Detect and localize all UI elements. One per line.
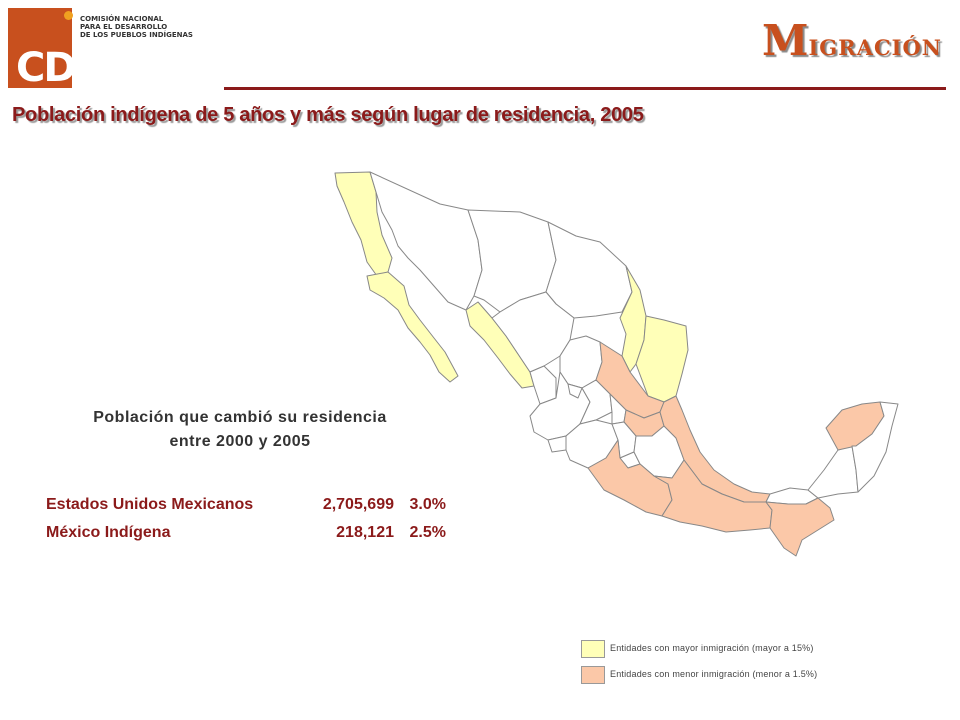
stats-row: México Indígena 218,121 2.5% xyxy=(46,524,446,552)
stats-value: 218,121 xyxy=(336,524,394,541)
section-title-rest: IGRACIÓN xyxy=(808,35,942,60)
legend-label: Entidades con menor inmigración (menor a… xyxy=(610,669,818,679)
map-state-baja-california-sur xyxy=(366,271,459,383)
cdi-logo: CDI xyxy=(8,8,89,88)
map-state-chiapas xyxy=(765,497,835,557)
section-title-initial: M xyxy=(761,16,809,65)
header-divider xyxy=(224,87,946,90)
stats-table: Estados Unidos Mexicanos 2,705,699 3.0% … xyxy=(46,496,446,552)
subtitle-line: entre 2000 y 2005 xyxy=(169,433,311,450)
stats-name: México Indígena xyxy=(46,524,171,541)
legend-swatch-low xyxy=(581,666,605,684)
map-state-nayarit xyxy=(529,365,557,405)
stats-percent: 2.5% xyxy=(409,524,446,541)
subtitle-line: Población que cambió su residencia xyxy=(93,409,387,426)
stats-name: Estados Unidos Mexicanos xyxy=(46,496,254,513)
logo-dot-icon xyxy=(64,11,73,20)
stats-value: 2,705,699 xyxy=(322,496,394,513)
cdi-logo-text: CDI xyxy=(16,45,89,91)
map-state-coahuila xyxy=(545,221,633,319)
map-state-aguascalientes xyxy=(567,383,583,399)
map-subtitle: Población que cambió su residencia entre… xyxy=(40,406,440,454)
legend-label: Entidades con mayor inmigración (mayor a… xyxy=(610,643,814,653)
section-title: MIGRACIÓN xyxy=(762,16,942,65)
map-state-quintana-roo xyxy=(851,401,899,493)
map-state-campeche xyxy=(807,445,859,499)
org-line: PARA EL DESARROLLO xyxy=(80,23,168,31)
page-title: Población indígena de 5 años y más según… xyxy=(12,104,644,126)
stats-row: Estados Unidos Mexicanos 2,705,699 3.0% xyxy=(46,496,446,524)
mexico-map xyxy=(334,171,899,557)
map-state-guanajuato xyxy=(579,379,613,425)
organization-name: COMISIÓN NACIONAL PARA EL DESARROLLO DE … xyxy=(80,15,193,39)
org-line: COMISIÓN NACIONAL xyxy=(80,15,164,23)
stats-percent: 3.0% xyxy=(409,496,446,513)
legend-swatch-high xyxy=(581,640,605,658)
org-line: DE LOS PUEBLOS INDÍGENAS xyxy=(80,31,193,39)
